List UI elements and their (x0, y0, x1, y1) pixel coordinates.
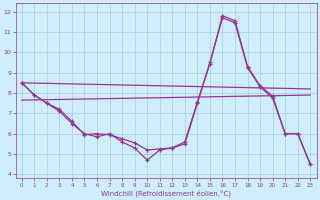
X-axis label: Windchill (Refroidissement éolien,°C): Windchill (Refroidissement éolien,°C) (101, 189, 231, 197)
